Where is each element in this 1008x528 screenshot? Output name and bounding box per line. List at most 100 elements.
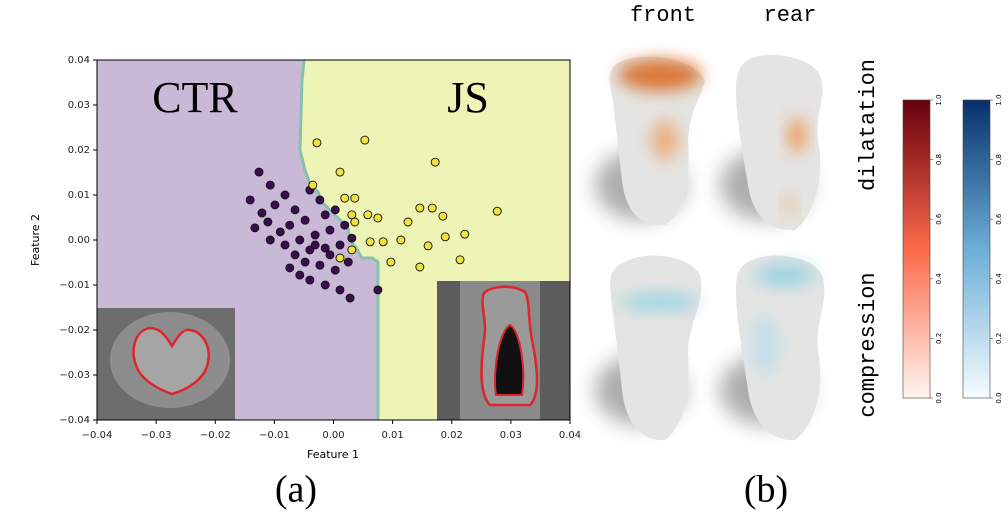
render-front-compression [595,255,702,441]
colorbar [962,99,991,399]
point [440,232,450,242]
point [335,167,345,177]
point [290,205,300,215]
render-rear-compression [720,255,825,441]
x-tick-label: 0.04 [559,430,581,441]
point [492,206,502,216]
point [335,240,345,250]
colorbar-tick-label: 1.0 [995,94,1003,105]
point [460,229,470,239]
point [320,280,330,290]
x-axis-label: Feature 1 [307,448,359,461]
x-tick-label: −0.04 [82,430,113,441]
colorbar-tick-label: 0.4 [995,273,1003,285]
point [312,138,322,148]
y-tick-label: −0.04 [59,415,90,426]
point [365,237,375,247]
x-tick-label: −0.01 [259,430,290,441]
colorbar-tick-label: 0.4 [935,273,943,285]
x-tick-label: 0.01 [381,430,403,441]
y-tick-label: 0.00 [68,235,90,246]
y-tick-label: −0.03 [59,370,90,381]
point [257,208,267,218]
point [285,263,295,273]
column-label: rear [764,3,817,28]
point [360,135,370,145]
point [290,250,300,260]
point [347,245,357,255]
render-rear-dilatation [720,55,823,231]
annotation: JS [447,73,489,122]
point [373,285,383,295]
point [378,237,388,247]
colorbar-tick-label: 0.8 [995,154,1003,165]
row-label: dilatation [856,59,881,191]
y-tick-label: 0.03 [68,100,90,111]
point [340,193,350,203]
annotation: CTR [152,73,238,122]
y-tick-label: 0.02 [68,145,90,156]
point [275,227,285,237]
point [280,190,290,200]
colorbar-tick-label: 0.6 [935,213,943,225]
x-tick-label: 0.03 [500,430,522,441]
point [363,210,373,220]
point [250,223,260,233]
point [415,262,425,272]
plot-area [97,60,570,420]
point [320,243,330,253]
colorbar-tick-label: 0.2 [935,333,943,344]
point [438,211,448,221]
point [310,230,320,240]
point [295,235,305,245]
x-tick-label: 0.02 [441,430,463,441]
colorbar-tick-label: 1.0 [935,94,943,105]
x-tick-label: −0.03 [141,430,172,441]
point [335,253,345,263]
point [455,255,465,265]
panel-label: (a) [275,469,317,511]
inset-js [437,281,570,420]
column-label: front [630,3,696,28]
colorbar-tick-label: 0.2 [995,333,1003,344]
point [330,265,340,275]
point [345,293,355,303]
point [295,270,305,280]
point [330,205,340,215]
point [373,213,383,223]
decision-boundary [298,60,380,420]
point [310,240,320,250]
point [386,257,396,267]
y-tick-label: −0.02 [59,325,90,336]
point [335,285,345,295]
point [285,220,295,230]
x-tick-label: 0.00 [322,430,344,441]
render-front-dilatation [595,56,705,226]
point [265,235,275,245]
inset-ctr [97,308,235,420]
point [340,220,350,230]
point [305,275,315,285]
point [427,203,437,213]
x-tick-label: −0.02 [200,430,231,441]
point [347,233,357,243]
point [263,217,273,227]
point [430,157,440,167]
panel-label: (b) [744,469,788,511]
point [245,195,255,205]
colorbar-tick-label: 0.8 [935,154,943,165]
y-tick-label: 0.01 [68,190,90,201]
row-label: compression [856,272,881,417]
point [315,195,325,205]
point [325,250,335,260]
point [254,167,264,177]
point [315,260,325,270]
point [415,203,425,213]
y-axis-label: Feature 2 [29,214,42,266]
point [308,180,318,190]
colorbar [902,99,931,399]
point [265,180,275,190]
point [403,217,413,227]
colorbar-tick-label: 0.6 [995,213,1003,225]
